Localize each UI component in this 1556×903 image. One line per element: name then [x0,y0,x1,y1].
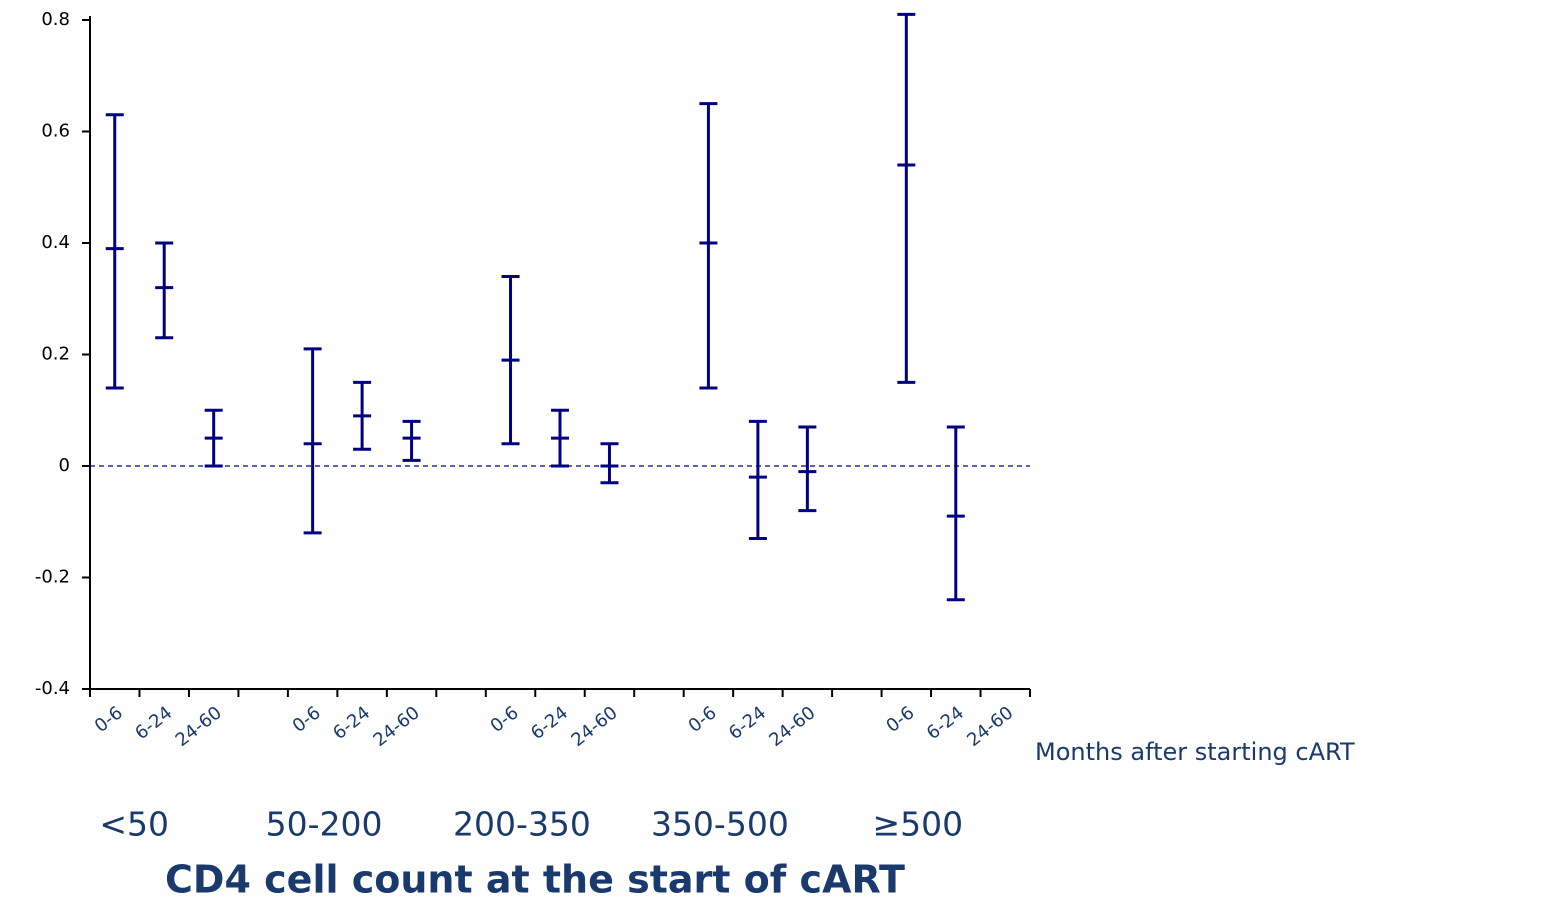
y-tick-label: 0 [59,455,70,476]
y-tick-label: 0.4 [41,232,70,253]
y-tick-label: 0.8 [41,9,70,30]
x-tick-label: 0-6 [91,702,127,737]
x-tick-label: 24-60 [963,702,1017,751]
x-tick-label: 0-6 [487,702,523,737]
x-tick-label: 24-60 [567,702,621,751]
x-tick-label: 24-60 [370,702,424,751]
y-tick-label: -0.4 [35,678,70,699]
group-label: 200-350 [453,805,591,844]
group-label: 50-200 [266,805,383,844]
y-tick-label: -0.2 [35,567,70,588]
x-tick-label: 6-24 [527,702,572,744]
group-label: ≥500 [872,805,963,844]
x-tick-label: 6-24 [923,702,968,744]
y-tick-label: 0.6 [41,121,70,142]
y-tick-label: 0.2 [41,344,70,365]
x-tick-label: 0-6 [882,702,918,737]
group-title: CD4 cell count at the start of cART [165,858,905,902]
x-axis-label: Months after starting cART [1035,738,1355,766]
x-tick-label: 24-60 [172,702,226,751]
x-tick-label: 6-24 [725,702,770,744]
group-label: <50 [99,805,169,844]
x-tick-label: 24-60 [765,702,819,751]
x-tick-label: 6-24 [329,702,374,744]
x-tick-label: 0-6 [684,702,720,737]
group-label: 350-500 [651,805,789,844]
x-tick-label: 6-24 [131,702,176,744]
x-tick-label: 0-6 [289,702,325,737]
